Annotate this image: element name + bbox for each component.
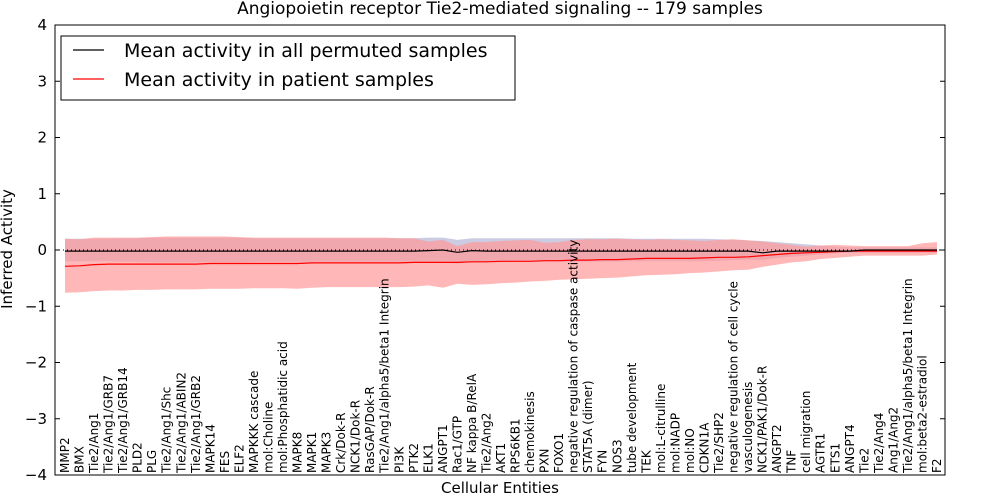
x-tick-label: tube development xyxy=(625,362,639,473)
x-tick-label: RPS6KB1 xyxy=(509,418,523,473)
x-tick-label: ANGPT1 xyxy=(436,424,450,473)
y-axis: −4 −3 −2 −1 0 1 2 3 4 xyxy=(25,16,945,484)
x-tick-label: Tie2/Ang1/GRB14 xyxy=(116,367,130,474)
x-tick-label: PLG xyxy=(145,450,159,473)
x-tick-label: PXN xyxy=(538,449,552,473)
legend-label-patient: Mean activity in patient samples xyxy=(124,69,434,91)
x-tick-label: Tie2/SHP2 xyxy=(712,412,726,474)
y-tick-label: 4 xyxy=(37,16,47,34)
x-tick-label: AKT1 xyxy=(494,443,508,473)
x-tick-label: TEK xyxy=(639,449,653,474)
x-tick-label: NCK1/PAK1/Dok-R xyxy=(756,366,770,473)
y-tick-label: 1 xyxy=(37,185,47,203)
series-lines xyxy=(64,249,937,267)
x-tick-label: mol:Choline xyxy=(262,402,276,473)
y-tick-label: −1 xyxy=(25,297,47,315)
legend-label-permuted: Mean activity in all permuted samples xyxy=(124,40,487,62)
x-tick-label: F2 xyxy=(930,458,944,473)
x-tick-label: Ang1/Ang2 xyxy=(886,407,900,473)
x-tick-label: MAPK14 xyxy=(203,424,217,473)
x-tick-label: TNF xyxy=(785,450,799,474)
x-tick-label: FES xyxy=(218,451,232,473)
x-tick-label: mol:beta2-estradiol xyxy=(916,355,930,473)
x-tick-label: vasculogenesis xyxy=(741,382,755,473)
x-tick-label: Tie2/Ang1/Shc xyxy=(160,387,174,474)
x-tick-label: MMP2 xyxy=(58,437,72,473)
x-tick-label: NOS3 xyxy=(610,439,624,473)
x-tick-label: Tie2/Ang2 xyxy=(480,413,494,474)
y-tick-label: −3 xyxy=(25,410,47,428)
x-tick-label: CDKN1A xyxy=(698,422,712,473)
x-tick-label: ELF2 xyxy=(232,444,246,473)
x-tick-label: ANGPT2 xyxy=(770,424,784,473)
x-tick-label: ELK1 xyxy=(421,443,435,473)
y-tick-label: 3 xyxy=(37,72,47,90)
legend: Mean activity in all permuted samples Me… xyxy=(60,35,516,101)
line-permuted xyxy=(65,249,937,254)
y-tick-label: −4 xyxy=(25,466,47,484)
x-tick-label: Tie2/Ang1/alpha5/beta1 Integrin xyxy=(378,278,392,474)
x-tick-label: ETS1 xyxy=(828,443,842,473)
x-tick-label: RasGAP/Dok-R xyxy=(363,386,377,473)
x-tick-label: Tie2/Ang1/ABIN2 xyxy=(174,372,188,474)
x-tick-label: PLD2 xyxy=(131,442,145,473)
x-tick-label: mol:L-citrulline xyxy=(654,384,668,473)
x-tick-label: Tie2/Ang1 xyxy=(87,413,101,474)
x-tick-label: MAPK3 xyxy=(320,432,334,473)
x-axis-label: Cellular Entities xyxy=(441,479,559,497)
x-tick-label: MAPK1 xyxy=(305,432,319,473)
x-tick-label: AGTR1 xyxy=(814,433,828,473)
x-tick-labels: MMP2 BMX Tie2/Ang1 Tie2/Ang1/GRB7 Tie2/Ang1/… xyxy=(58,240,944,474)
x-tick-label: PTK2 xyxy=(407,443,421,473)
y-tick-label: 0 xyxy=(37,241,47,259)
y-axis-label: Inferred Activity xyxy=(0,189,16,309)
x-tick-label: Crk/Dok-R xyxy=(334,412,348,473)
x-tick-label: Tie2/Ang1/GRB2 xyxy=(189,375,203,474)
x-tick-label: PI3K xyxy=(392,446,406,473)
x-tick-label: Rac1/GTP xyxy=(450,416,464,473)
x-tick-label: ANGPT4 xyxy=(843,424,857,473)
chart-title: Angiopoietin receptor Tie2-mediated sign… xyxy=(237,0,763,19)
x-tick-label: NCK1/Dok-R xyxy=(349,400,363,473)
x-tick-label: chemokinesis xyxy=(523,391,537,473)
x-tick-label: MAPK8 xyxy=(291,432,305,473)
x-tick-label: NF kappa B/RelA xyxy=(465,373,479,473)
x-tick-label: FYN xyxy=(596,450,610,473)
x-tick-label: Tie2/Ang4 xyxy=(872,413,886,474)
x-tick-label: cell migration xyxy=(799,391,813,473)
x-tick-label: STAT5A (dimer) xyxy=(581,380,595,473)
y-tick-label: 2 xyxy=(37,129,47,147)
y-tick-label: −2 xyxy=(25,354,47,372)
x-tick-label: BMX xyxy=(73,446,87,473)
x-tick-label: MAPKKK cascade xyxy=(247,371,261,473)
x-tick-label: Tie2/Ang1/GRB7 xyxy=(102,375,116,474)
x-tick-label: negative regulation of cell cycle xyxy=(727,281,741,473)
legend-box xyxy=(60,35,516,101)
x-tick-label: mol:NADP xyxy=(668,413,682,473)
x-tick-label: mol:NO xyxy=(683,428,697,473)
x-tick-label: FOXO1 xyxy=(552,433,566,473)
plot-frame xyxy=(54,24,946,476)
line-patient xyxy=(64,250,937,267)
x-tick-label: mol:Phosphatidic acid xyxy=(276,341,290,473)
x-tick-label: Tie2/Ang1/alpha5/beta1 Integrin xyxy=(901,278,915,474)
x-tick-label: Tie2 xyxy=(857,448,871,474)
x-tick-label: negative regulation of caspase activity xyxy=(567,240,581,473)
